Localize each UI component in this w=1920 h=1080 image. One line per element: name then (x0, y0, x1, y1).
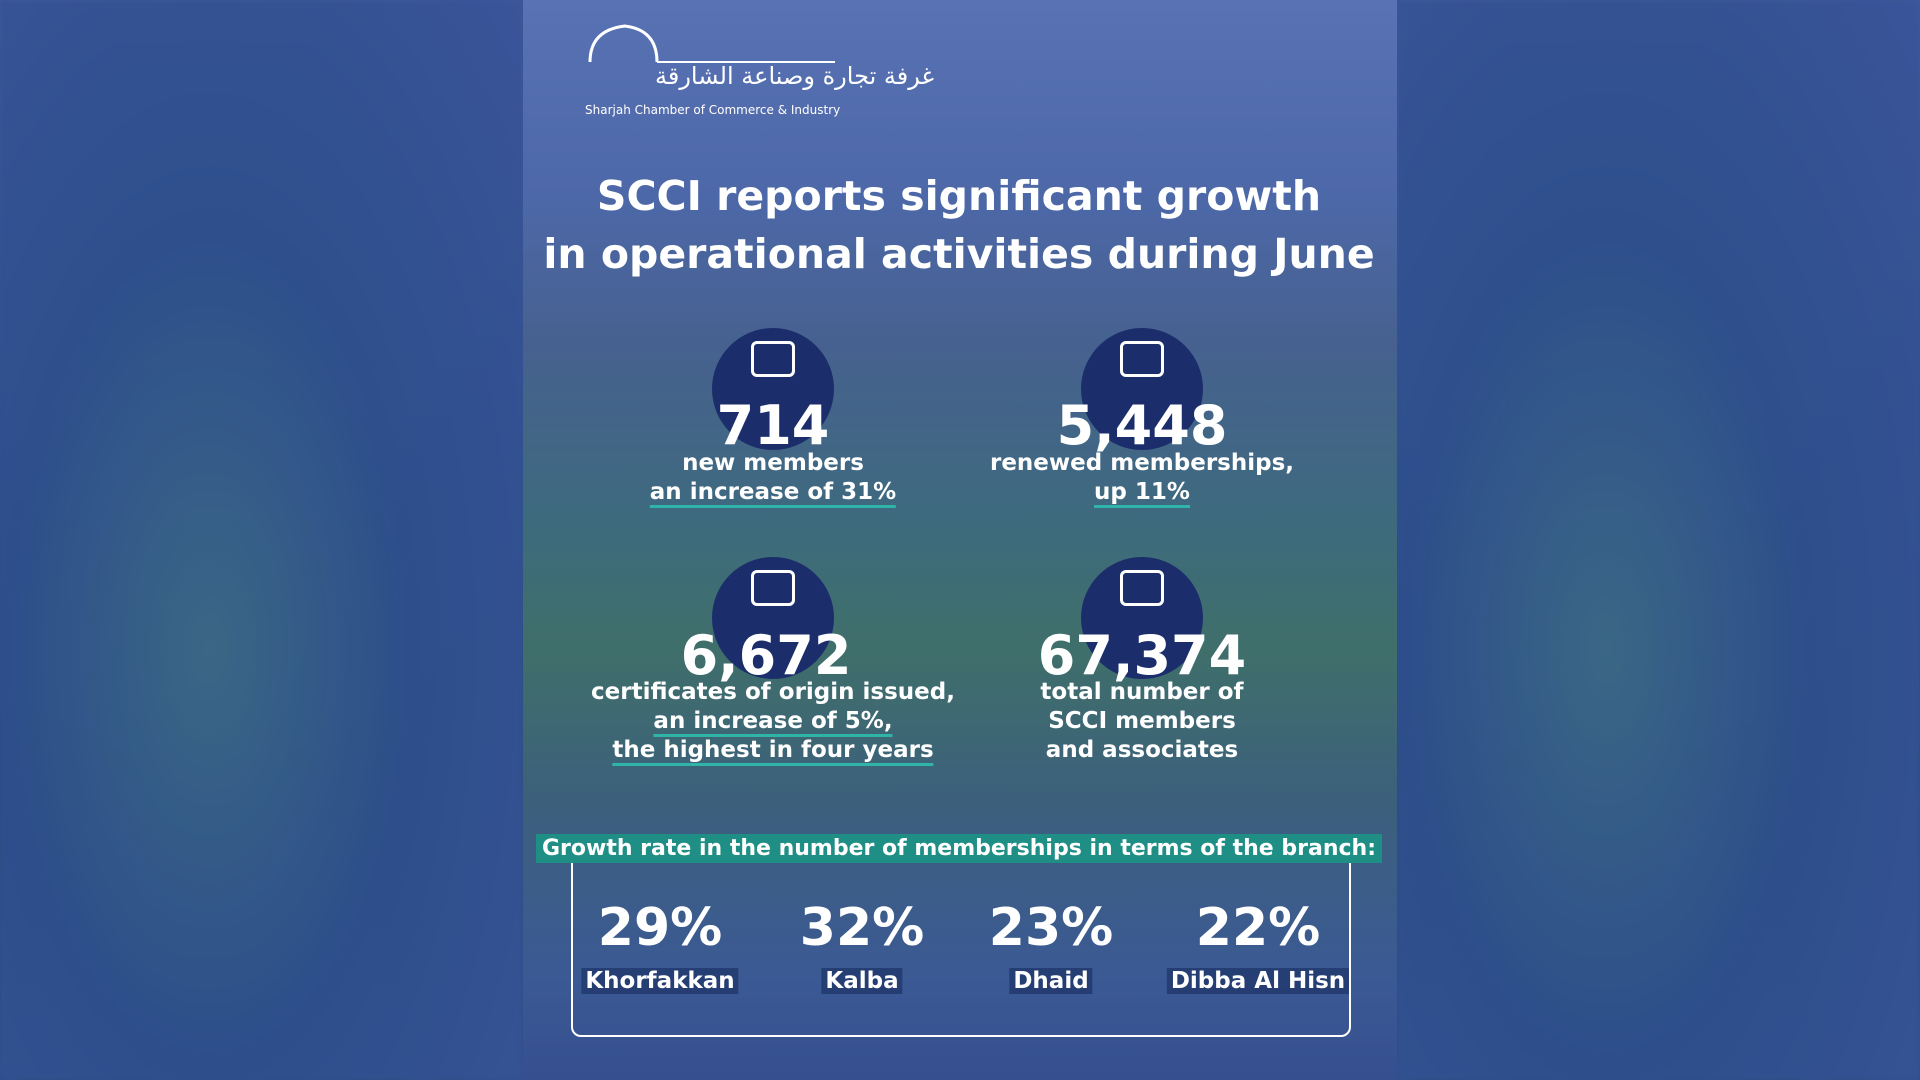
infographic: غرفة تجارة وصناعة الشارقة Sharjah Chambe… (523, 0, 1397, 1080)
icon-circle (712, 328, 834, 450)
branch-rate: 29% (597, 898, 723, 958)
branch-rate: 32% (799, 898, 925, 958)
stat-value: 5,448 (1056, 394, 1228, 457)
stat-text: up 11% (1094, 479, 1190, 508)
logo-arabic: غرفة تجارة وصناعة الشارقة (655, 62, 935, 90)
branch-name: Khorfakkan (581, 968, 739, 994)
branch-rate: 22% (1195, 898, 1321, 958)
stat-text: total number of (1040, 679, 1244, 705)
logo-mark (588, 24, 835, 63)
stat-icon (1120, 341, 1164, 377)
stat-text: and associates (1045, 737, 1239, 763)
stat-value: 67,374 (1037, 624, 1247, 687)
branch-name: Dibba Al Hisn (1166, 968, 1350, 994)
stat-text: an increase of 31% (649, 479, 897, 508)
blurred-left (0, 0, 523, 1080)
icon-circle (712, 557, 834, 679)
stat-text: an increase of 5%, (653, 708, 893, 737)
blurred-right (1397, 0, 1920, 1080)
branch-rate: 23% (988, 898, 1114, 958)
stat-value: 714 (716, 394, 830, 457)
branch-name: Kalba (821, 968, 903, 994)
stat-text: certificates of origin issued, (591, 679, 955, 705)
icon-circle (1081, 328, 1203, 450)
stat-icon (751, 341, 795, 377)
stat-text: renewed memberships, (989, 450, 1295, 476)
stat-icon (1120, 570, 1164, 606)
logo-english: Sharjah Chamber of Commerce & Industry (585, 103, 841, 117)
icon-circle (1081, 557, 1203, 679)
stat-text: new members (682, 450, 864, 476)
stat-text: the highest in four years (612, 737, 934, 766)
title-line: in operational activities during June (543, 230, 1375, 278)
title-line: SCCI reports significant growth (596, 172, 1322, 220)
branch-name: Dhaid (1009, 968, 1093, 994)
stat-text: SCCI members (1048, 708, 1236, 734)
stat-icon (751, 570, 795, 606)
stat-value: 6,672 (680, 624, 852, 687)
branch-heading: Growth rate in the number of memberships… (536, 834, 1382, 863)
